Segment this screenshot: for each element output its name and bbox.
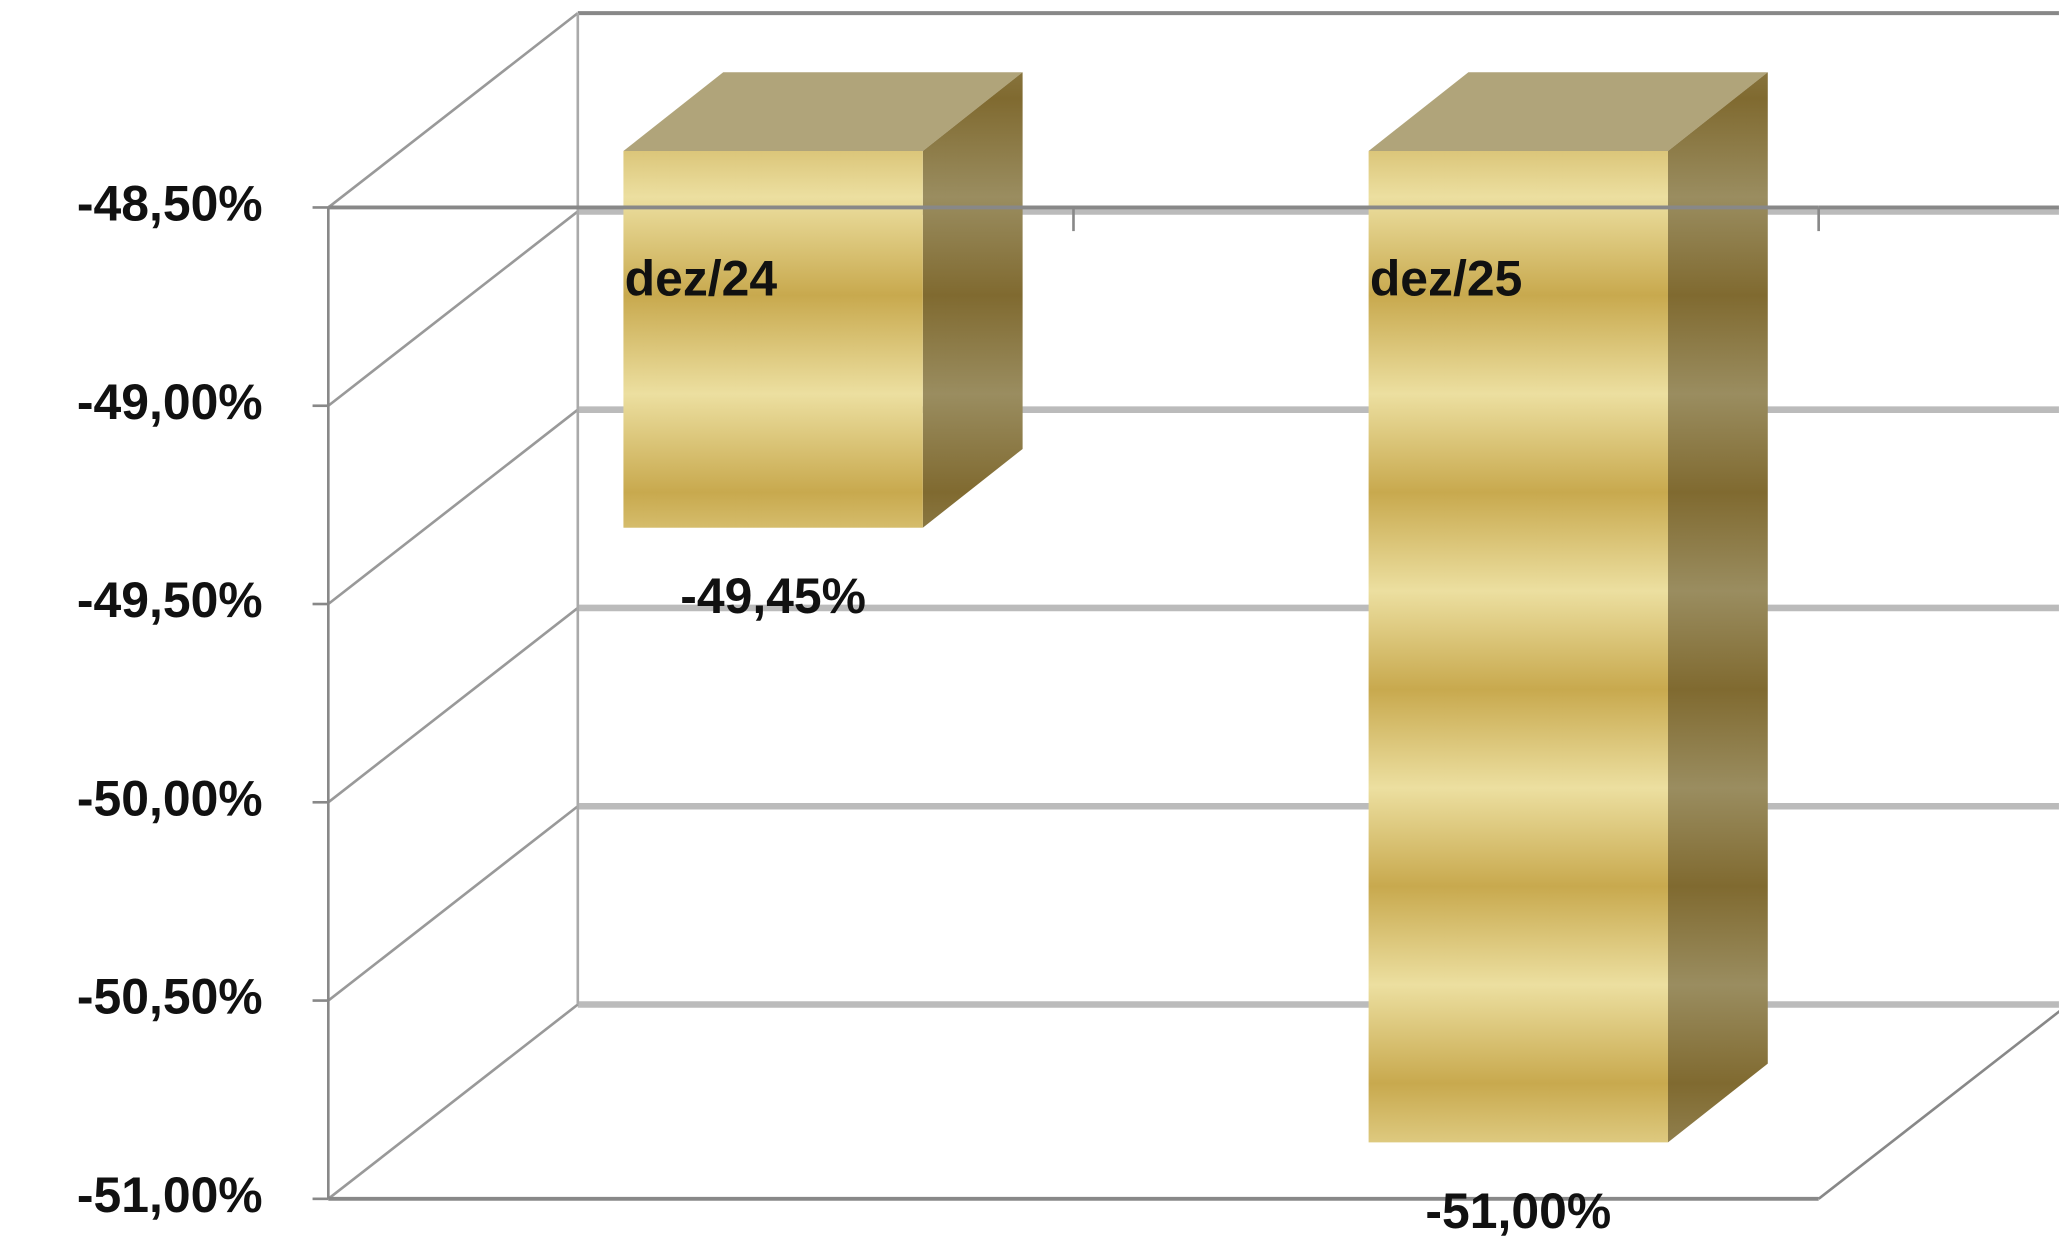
y-tick-label: -48,50% <box>77 176 263 232</box>
bar <box>623 151 923 528</box>
side-grid-line <box>327 805 579 1002</box>
bar <box>1368 151 1668 1143</box>
bar-side <box>922 72 1023 528</box>
value-label: -49,45% <box>680 568 866 624</box>
floor-right <box>1817 1009 2059 1200</box>
y-tick-label: -49,50% <box>77 572 263 628</box>
side-grid-line <box>327 12 579 209</box>
side-grid-line <box>327 210 579 407</box>
side-grid-line <box>327 606 579 804</box>
y-tick-label: -50,00% <box>77 770 263 826</box>
x-tick-label: dez/25 <box>1370 250 1522 306</box>
y-tick-label: -50,50% <box>77 969 263 1025</box>
side-grid-line <box>327 1003 579 1200</box>
side-grid-line <box>327 408 579 606</box>
x-tick-label: dez/24 <box>625 250 778 306</box>
bar-top <box>623 72 1023 152</box>
y-tick-label: -49,00% <box>77 374 263 430</box>
y-tick-label: -51,00% <box>77 1167 263 1223</box>
bar-top <box>1368 72 1768 152</box>
bar-side <box>1667 72 1768 1143</box>
value-label: -51,00% <box>1425 1183 1611 1236</box>
